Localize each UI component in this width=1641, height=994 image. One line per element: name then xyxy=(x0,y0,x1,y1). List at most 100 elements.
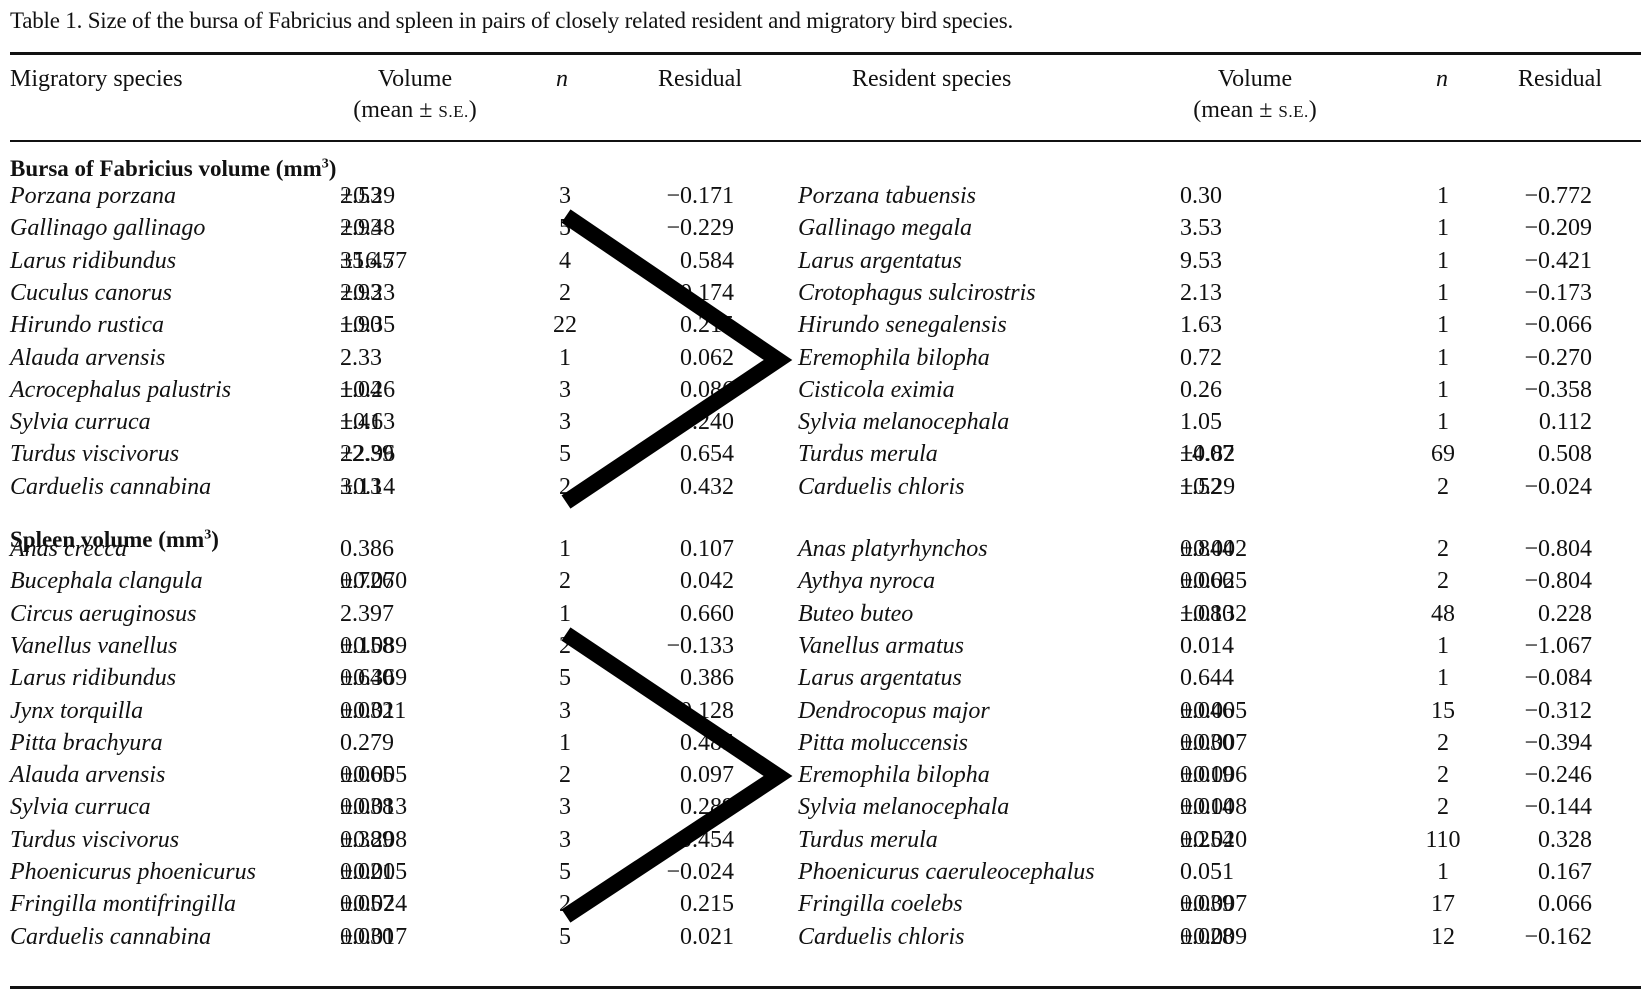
migratory-species-name: Turdus viscivorus xyxy=(10,441,180,468)
resident-residual: −0.394 xyxy=(1524,729,1592,756)
migratory-species-name: Anas crecca xyxy=(10,536,128,562)
migratory-volume: 0.038 ± 0.013 xyxy=(340,794,408,821)
migratory-species-name: Fringilla montifringilla xyxy=(10,891,237,918)
header-volume-sub: (mean ± S.E.) xyxy=(353,97,477,123)
header-volume-resident: Volume (mean ± S.E.) xyxy=(1160,64,1350,127)
table-row: Bucephala clangula 0.726 ± 0.070 2 0.042 Ayt… xyxy=(0,565,1641,597)
migratory-volume: 2.53 ± 0.29 xyxy=(340,183,396,209)
header-volume-sub: (mean ± S.E.) xyxy=(1193,97,1317,123)
migratory-residual: 0.042 xyxy=(680,568,734,595)
migratory-species-name: Carduelis cannabina xyxy=(10,473,212,500)
migratory-residual: −0.024 xyxy=(666,859,734,885)
resident-residual: −0.173 xyxy=(1524,279,1592,306)
resident-residual: 0.167 xyxy=(1538,859,1592,885)
resident-n: 2 xyxy=(1437,568,1449,595)
resident-n: 1 xyxy=(1437,247,1449,274)
resident-residual: 0.066 xyxy=(1538,891,1592,918)
table-row: Pitta brachyura 0.279 1 0.485 Pitta moluccen… xyxy=(0,727,1641,759)
migratory-residual: 0.062 xyxy=(680,344,734,371)
migratory-residual: 0.660 xyxy=(680,600,734,627)
migratory-species-name: Vanellus vanellus xyxy=(10,632,178,659)
resident-volume: 0.254 ± 0.020 xyxy=(1180,826,1248,853)
resident-volume: 0.039 ± 0.007 xyxy=(1180,891,1248,918)
resident-residual: −0.024 xyxy=(1524,473,1592,500)
migratory-residual: 0.454 xyxy=(680,826,734,853)
resident-species-name: Cisticola eximia xyxy=(798,376,955,403)
migratory-species-name: Larus ridibundus xyxy=(10,247,177,274)
migratory-species-name: Bucephala clangula xyxy=(10,568,203,595)
table-row: Turdus viscivorus 0.389 ± 0.208 3 0.454 Turd… xyxy=(0,824,1641,856)
table-row: Alauda arvensis 0.065 ± 0.005 2 0.097 Eremop… xyxy=(0,759,1641,791)
resident-residual: −0.358 xyxy=(1524,376,1592,403)
table-row: Circus aeruginosus 2.397 1 0.660 Buteo buteo… xyxy=(0,598,1641,630)
migratory-volume: 2.93 ± 0.23 xyxy=(340,279,396,306)
resident-species-name: Phoenicurus caeruleocephalus xyxy=(798,859,1095,885)
migratory-species-name: Turdus viscivorus xyxy=(10,826,180,853)
table-row: Alauda arvensis 2.33 1 0.062 Eremophila bilo… xyxy=(0,342,1641,374)
resident-species-name: Carduelis chloris xyxy=(798,473,965,500)
resident-n: 1 xyxy=(1437,632,1449,659)
migratory-volume: 1.90 ± 0.35 xyxy=(340,312,396,339)
header-volume-label: Volume xyxy=(377,66,453,92)
migratory-volume: 0.021 ± 0.005 xyxy=(340,859,408,885)
migratory-n: 3 xyxy=(559,376,571,403)
migratory-species-name: Sylvia curruca xyxy=(10,794,151,821)
table-row: Gallinago gallinago 2.93 ± 0.48 5 −0.229 Gal… xyxy=(0,212,1641,244)
migratory-species-name: Alauda arvensis xyxy=(10,344,166,371)
migratory-n: 5 xyxy=(559,441,571,468)
migratory-n: 4 xyxy=(559,247,571,274)
resident-residual: −0.246 xyxy=(1524,762,1592,789)
resident-n: 69 xyxy=(1431,441,1455,468)
migratory-volume: 22.39 ± 2.96 xyxy=(340,441,396,468)
resident-residual: 0.228 xyxy=(1538,600,1592,627)
resident-species-name: Sylvia melanocephala xyxy=(798,409,1010,436)
migratory-n: 2 xyxy=(559,762,571,789)
resident-species-name: Eremophila bilopha xyxy=(798,344,990,371)
table-row: Jynx torquilla 0.032 ± 0.011 3 −0.128 Dendro… xyxy=(0,695,1641,727)
migratory-residual: −0.133 xyxy=(666,632,734,659)
migratory-residual: 0.215 xyxy=(680,891,734,918)
table-row: Cuculus canorus 2.93 ± 0.23 2 −0.174 Crotoph… xyxy=(0,277,1641,309)
resident-species-name: Anas platyrhynchos xyxy=(798,536,988,562)
migratory-residual: −0.128 xyxy=(666,697,734,724)
migratory-n: 2 xyxy=(559,632,571,659)
table-row: Larus ridibundus 35.45 ± 16.77 4 0.584 Larus… xyxy=(0,245,1641,277)
header-rule xyxy=(10,140,1641,142)
resident-volume: 0.028 ± 0.009 xyxy=(1180,923,1248,950)
migratory-residual: 0.107 xyxy=(680,536,734,562)
migratory-species-name: Pitta brachyura xyxy=(10,729,163,756)
migratory-residual: 0.097 xyxy=(680,762,734,789)
migratory-residual: 0.289 xyxy=(680,794,734,821)
resident-species-name: Carduelis chloris xyxy=(798,923,965,950)
resident-n: 2 xyxy=(1437,473,1449,500)
migratory-n: 3 xyxy=(559,183,571,209)
table-row: Sylvia curruca 0.038 ± 0.013 3 0.289 Sylvia … xyxy=(0,791,1641,823)
table-caption: Table 1. Size of the bursa of Fabricius … xyxy=(10,8,1014,33)
resident-n: 2 xyxy=(1437,762,1449,789)
resident-residual: −0.312 xyxy=(1524,697,1592,724)
migratory-n: 2 xyxy=(559,891,571,918)
resident-species-name: Gallinago megala xyxy=(798,215,972,242)
table-row: Carduelis cannabina 3.13 ± 0.14 2 0.432 Card… xyxy=(0,471,1641,503)
migratory-volume: 0.065 ± 0.005 xyxy=(340,762,408,789)
resident-n: 1 xyxy=(1437,215,1449,242)
migratory-residual: −0.229 xyxy=(666,215,734,242)
migratory-volume: 0.158 ± 0.089 xyxy=(340,632,408,659)
resident-n: 1 xyxy=(1437,376,1449,403)
migratory-volume: 0.726 ± 0.070 xyxy=(340,568,408,595)
section-title-bursa: Bursa of Fabricius volume (mm3) xyxy=(10,156,337,181)
migratory-volume: 0.640 ± 0.369 xyxy=(340,665,408,692)
migratory-residual: 0.432 xyxy=(680,473,734,500)
migratory-n: 3 xyxy=(559,826,571,853)
resident-n: 12 xyxy=(1431,923,1455,950)
header-n-migratory: n xyxy=(556,66,568,92)
table-row: Fringilla montifringilla 0.057 ± 0.024 2 0.… xyxy=(0,888,1641,920)
resident-species-name: Turdus merula xyxy=(798,826,938,853)
resident-volume: 1.080 ± 0.132 xyxy=(1180,600,1248,627)
migratory-n: 5 xyxy=(559,923,571,950)
migratory-n: 1 xyxy=(559,536,571,562)
migratory-species-name: Alauda arvensis xyxy=(10,762,166,789)
resident-n: 2 xyxy=(1437,729,1449,756)
migratory-residual: 0.021 xyxy=(680,923,734,950)
resident-n: 2 xyxy=(1437,794,1449,821)
